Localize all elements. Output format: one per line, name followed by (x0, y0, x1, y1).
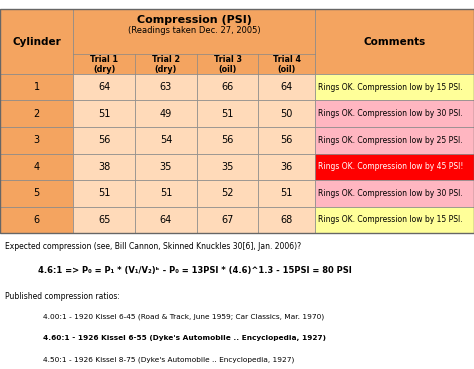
Bar (0, 9, 73, 74)
Text: 54: 54 (160, 135, 172, 145)
Bar (197, 207, 258, 233)
Text: 56: 56 (221, 135, 234, 145)
Text: 63: 63 (160, 82, 172, 92)
Text: Rings OK. Compression low by 45 PSI!: Rings OK. Compression low by 45 PSI! (318, 162, 463, 171)
Bar (135, 180, 197, 207)
Bar (73, 100, 135, 127)
Bar (0, 180, 73, 207)
Bar (258, 207, 315, 233)
Text: 56: 56 (281, 135, 293, 145)
Text: Compression (PSI): Compression (PSI) (137, 15, 252, 25)
Text: 2: 2 (34, 108, 40, 119)
Text: 68: 68 (281, 215, 293, 225)
Text: 38: 38 (98, 162, 110, 172)
Bar (0, 154, 73, 180)
Bar (197, 74, 258, 100)
Bar (315, 9, 474, 74)
Text: 4.50:1 - 1926 Kissel 8-75 (Dyke's Automobile .. Encyclopedia, 1927): 4.50:1 - 1926 Kissel 8-75 (Dyke's Automo… (43, 356, 294, 363)
Text: 51: 51 (281, 188, 293, 199)
Text: 49: 49 (160, 108, 172, 119)
Text: 66: 66 (221, 82, 234, 92)
Text: 3: 3 (34, 135, 40, 145)
Text: Rings OK. Compression low by 25 PSI.: Rings OK. Compression low by 25 PSI. (318, 136, 462, 145)
Text: 51: 51 (160, 188, 172, 199)
Text: 67: 67 (221, 215, 234, 225)
Bar (73, 180, 135, 207)
Bar (135, 127, 197, 154)
Bar (135, 207, 197, 233)
Text: Cylinder: Cylinder (12, 37, 61, 46)
Text: 64: 64 (281, 82, 293, 92)
Bar (258, 74, 315, 100)
Text: Rings OK. Compression low by 15 PSI.: Rings OK. Compression low by 15 PSI. (318, 215, 462, 224)
Bar (197, 127, 258, 154)
Bar (73, 127, 135, 154)
Text: 65: 65 (98, 215, 110, 225)
Bar (0, 9, 474, 233)
Bar (73, 154, 135, 180)
Bar (135, 74, 197, 100)
Text: 56: 56 (98, 135, 110, 145)
Text: Trial 4
(oil): Trial 4 (oil) (273, 55, 301, 75)
Bar (135, 100, 197, 127)
Bar (258, 100, 315, 127)
Bar (0, 127, 73, 154)
Bar (197, 100, 258, 127)
Text: 35: 35 (221, 162, 234, 172)
Text: Comments: Comments (364, 37, 426, 46)
Text: Rings OK. Compression low by 15 PSI.: Rings OK. Compression low by 15 PSI. (318, 83, 462, 92)
Text: 64: 64 (98, 82, 110, 92)
Bar (73, 207, 135, 233)
Bar (315, 74, 474, 100)
Text: 64: 64 (160, 215, 172, 225)
Text: 4.6:1 => P₀ = P₁ * (V₁/V₂)ᵏ - P₀ = 13PSI * (4.6)^1.3 - 15PSI = 80 PSI: 4.6:1 => P₀ = P₁ * (V₁/V₂)ᵏ - P₀ = 13PSI… (38, 266, 352, 275)
Bar (73, 74, 135, 100)
Text: 51: 51 (98, 108, 110, 119)
Text: Rings OK. Compression low by 30 PSI.: Rings OK. Compression low by 30 PSI. (318, 109, 462, 118)
Text: 36: 36 (281, 162, 293, 172)
Bar (315, 180, 474, 207)
Text: Rings OK. Compression low by 30 PSI.: Rings OK. Compression low by 30 PSI. (318, 189, 462, 198)
Bar (315, 100, 474, 127)
Bar (258, 154, 315, 180)
Text: 4: 4 (34, 162, 40, 172)
Bar (0, 100, 73, 127)
Text: Expected compression (see, Bill Cannon, Skinned Knuckles 30[6], Jan. 2006)?: Expected compression (see, Bill Cannon, … (5, 242, 301, 251)
Bar (73, 9, 315, 74)
Text: 51: 51 (98, 188, 110, 199)
Text: 51: 51 (221, 108, 234, 119)
Text: Trial 3
(oil): Trial 3 (oil) (213, 55, 242, 75)
Bar (258, 127, 315, 154)
Text: Trial 1
(dry): Trial 1 (dry) (90, 55, 118, 75)
Bar (135, 154, 197, 180)
Bar (258, 180, 315, 207)
Text: (Readings taken Dec. 27, 2005): (Readings taken Dec. 27, 2005) (128, 26, 261, 35)
Bar (0, 74, 73, 100)
Bar (315, 127, 474, 154)
Text: 50: 50 (281, 108, 293, 119)
Text: 1: 1 (34, 82, 40, 92)
Text: 4.60:1 - 1926 Kissel 6-55 (Dyke's Automobile .. Encyclopedia, 1927): 4.60:1 - 1926 Kissel 6-55 (Dyke's Automo… (43, 335, 326, 341)
Bar (197, 154, 258, 180)
Text: 4.00:1 - 1920 Kissel 6-45 (Road & Track, June 1959; Car Classics, Mar. 1970): 4.00:1 - 1920 Kissel 6-45 (Road & Track,… (43, 314, 324, 320)
Bar (0, 207, 73, 233)
Text: 5: 5 (34, 188, 40, 199)
Text: 35: 35 (160, 162, 172, 172)
Bar (315, 207, 474, 233)
Text: 6: 6 (34, 215, 40, 225)
Bar (197, 180, 258, 207)
Text: 52: 52 (221, 188, 234, 199)
Text: Published compression ratios:: Published compression ratios: (5, 292, 119, 301)
Bar (315, 154, 474, 180)
Text: Trial 2
(dry): Trial 2 (dry) (152, 55, 180, 75)
